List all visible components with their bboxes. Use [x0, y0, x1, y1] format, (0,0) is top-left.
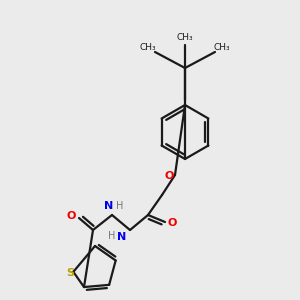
Text: S: S [66, 268, 74, 278]
Text: CH₃: CH₃ [177, 32, 193, 41]
Text: CH₃: CH₃ [140, 44, 156, 52]
Text: O: O [164, 171, 174, 181]
Text: N: N [104, 201, 114, 211]
Text: O: O [66, 211, 76, 221]
Text: N: N [117, 232, 127, 242]
Text: H: H [108, 231, 116, 241]
Text: H: H [116, 201, 124, 211]
Text: O: O [167, 218, 177, 228]
Text: CH₃: CH₃ [214, 44, 230, 52]
